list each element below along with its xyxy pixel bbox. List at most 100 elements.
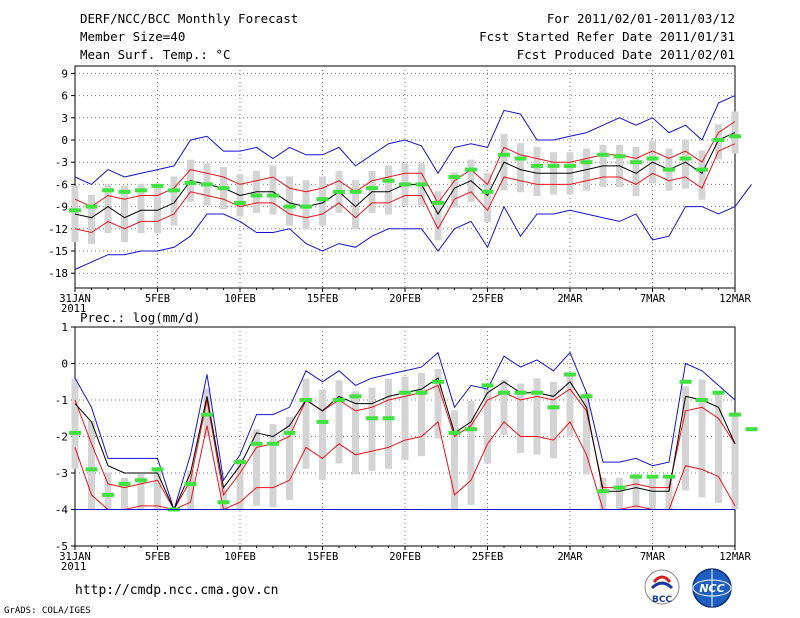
precip-median-marker (415, 390, 428, 395)
precip-median-marker (267, 441, 279, 446)
temp-median-marker (498, 152, 510, 157)
footer-url[interactable]: http://cmdp.ncc.cma.gov.cn (75, 583, 279, 598)
precip-ensemble-bar (269, 424, 277, 508)
temp-median-marker (382, 178, 395, 183)
precip-xtick-label: 12MAR (719, 551, 751, 563)
temp-median-marker (646, 156, 659, 161)
precip-ensemble-bar (500, 379, 508, 436)
precip-median-marker (366, 416, 378, 421)
temp-median-marker (69, 208, 81, 213)
temp-ensemble-bar (451, 172, 458, 208)
precip-median-marker (498, 390, 510, 395)
precip-median-marker (465, 427, 477, 432)
precip-ytick-label: -4 (55, 504, 69, 517)
precip-ensemble-bar (319, 389, 326, 480)
precip-xtick-label: 7MAR (640, 551, 666, 563)
precip-median-marker (696, 398, 708, 402)
temp-median-marker (531, 163, 543, 168)
temp-ytick-label: -3 (55, 156, 68, 169)
precip-ensemble-bar (352, 391, 359, 475)
temp-median-marker (85, 204, 98, 209)
temp-xtick-label: 31JAN (59, 293, 91, 305)
precip-median-marker (729, 412, 741, 417)
temp-ytick-label: -12 (48, 223, 68, 236)
precip-xtick-label: 5FEB (145, 551, 170, 563)
precip-median-marker (663, 474, 675, 479)
precip-ensemble-bar (731, 415, 739, 510)
temp-median-marker (399, 182, 411, 187)
precip-ensemble-bar (220, 488, 227, 510)
precip-xtick-label: 15FEB (307, 551, 339, 563)
precip-ytick-label: 1 (61, 321, 68, 334)
temp-xtick-label: 25FEB (472, 293, 504, 305)
precip-median-marker (547, 405, 560, 410)
precip-ensemble-bar (566, 374, 574, 437)
precip-median-marker (151, 467, 164, 472)
precip-xtick-label: 31JAN (59, 551, 91, 563)
temp-ensemble-bar (484, 172, 491, 222)
temp-xtick-label: 12MAR (719, 293, 751, 305)
precip-median-marker (448, 430, 461, 435)
variable-label: Mean Surf. Temp.: °C (80, 47, 231, 62)
temp-ensemble-bar (154, 183, 161, 234)
temp-ytick-label: -18 (48, 267, 68, 280)
precip-ensemble-bar (517, 383, 524, 453)
temp-xtick-label: 20FEB (389, 293, 421, 305)
precip-ensemble-bar (104, 472, 112, 510)
precip-ensemble-bar (698, 379, 706, 498)
precip-ensemble-bar (599, 477, 607, 510)
precip-ensemble-bar (583, 392, 590, 475)
temp-ensemble-bar (533, 146, 541, 197)
precip-ensemble-bar (632, 474, 640, 510)
precip-median-marker (300, 398, 312, 402)
precip-median-marker (118, 481, 131, 486)
precip-ensemble-bar (253, 429, 260, 506)
precip-median-marker (597, 489, 609, 494)
temp-median-marker (481, 189, 494, 194)
precip-median-marker (85, 467, 98, 472)
forecast-period-label: For 2011/02/01-2011/03/12 (546, 11, 735, 26)
precip-median-marker (250, 441, 263, 446)
precip-median-marker (514, 390, 527, 395)
temp-median-marker (102, 188, 114, 193)
precip-median-marker (69, 430, 81, 435)
precip-ensemble-bar (302, 378, 310, 469)
temp-ensemble-bar (88, 194, 95, 245)
precip-median-marker (349, 394, 362, 399)
precip-median-marker (531, 390, 543, 395)
bcc-logo: BCC (644, 569, 680, 605)
temp-ytick-label: -15 (48, 245, 68, 258)
precip-median-marker (217, 500, 230, 505)
precip-ytick-label: -5 (55, 540, 68, 553)
temp-ensemble-bar (682, 139, 689, 189)
precip-ensemble-bar (121, 477, 128, 510)
precip-median-marker (646, 474, 659, 479)
temp-median-marker (432, 200, 444, 205)
temp-ytick-label: 0 (61, 134, 68, 147)
precip-xtick-label: 2MAR (557, 551, 583, 563)
precip-ensemble-bar (368, 387, 376, 471)
temp-ensemble-bar (385, 165, 392, 215)
precip-median-marker (316, 419, 329, 424)
temp-median-marker (349, 189, 362, 194)
precip-median-marker (712, 390, 725, 395)
temp-median-marker (613, 154, 626, 159)
temp-median-marker (696, 167, 708, 172)
precip-median-marker (432, 379, 444, 384)
temp-ensemble-bar (269, 165, 277, 215)
precip-ensemble-bar (418, 372, 425, 457)
precip-year-label: 2011 (61, 561, 86, 573)
precip-ensemble-bar (154, 468, 161, 510)
precip-ensemble-bar (335, 380, 343, 464)
temp-median-marker (283, 204, 296, 209)
temp-ensemble-bar (517, 143, 524, 193)
precip-ensemble-bar (484, 389, 491, 464)
bcc-logo-text: BCC (652, 595, 672, 605)
temp-median-marker (366, 186, 378, 191)
precip-ensemble-bar (401, 376, 409, 460)
precip-median-marker (135, 478, 147, 483)
precip-median-marker (382, 416, 395, 421)
precip-ensemble-bar (137, 474, 145, 510)
temp-median-marker (135, 188, 147, 193)
temp-median-marker (729, 134, 741, 139)
